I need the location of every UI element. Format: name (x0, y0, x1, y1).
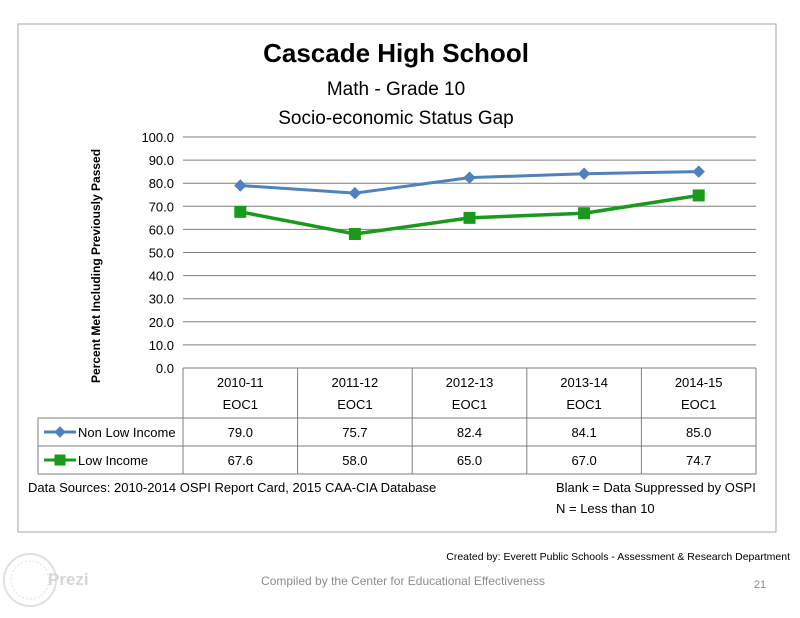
table-cell-value: 75.7 (342, 425, 367, 440)
data-point (348, 186, 362, 200)
x-tick-label: 2012-13 (446, 375, 494, 390)
chart-subtitle-subject: Math - Grade 10 (327, 79, 465, 100)
y-tick-label: 20.0 (149, 315, 174, 330)
x-tick-label: 2011-12 (332, 375, 379, 390)
chart-subtitle-gap: Socio-economic Status Gap (278, 108, 514, 129)
data-point (692, 189, 705, 202)
prezi-ring-icon (3, 553, 57, 607)
data-sources-note: Data Sources: 2010-2014 OSPI Report Card… (28, 480, 436, 495)
x-tick-sublabel: EOC1 (337, 397, 372, 412)
data-point (692, 165, 705, 178)
legend-marker (54, 454, 66, 466)
table-cell-value: 58.0 (342, 453, 367, 468)
x-tick-label: 2014-15 (675, 375, 723, 390)
y-tick-label: 30.0 (149, 292, 174, 307)
table-cell-value: 84.1 (571, 425, 596, 440)
series-lines (234, 165, 705, 241)
prezi-wordmark: Prezi (48, 570, 89, 589)
chart-title: Cascade High School (263, 38, 529, 68)
data-point (234, 179, 247, 192)
prezi-inner-ring-icon (10, 560, 50, 600)
y-tick-label: 60.0 (149, 222, 174, 237)
y-tick-label: 90.0 (149, 153, 174, 168)
data-point (463, 211, 476, 224)
data-point (577, 167, 591, 180)
data-table: 2010-11 EOC1 2011-12 EOC1 2012-13 EOC1 2013-14… (37, 367, 757, 475)
y-tick-label: 10.0 (149, 338, 174, 353)
data-point (348, 228, 361, 241)
x-tick-sublabel: EOC1 (452, 397, 487, 412)
x-tick-sublabel: EOC1 (566, 397, 601, 412)
small-n-note: N = Less than 10 (556, 501, 655, 516)
x-tick-sublabel: EOC1 (223, 397, 258, 412)
y-tick-label: 0.0 (156, 361, 174, 376)
legend-label: Non Low Income (78, 425, 176, 440)
created-by-credit: Created by: Everett Public Schools - Ass… (446, 551, 790, 563)
x-tick-sublabel: EOC1 (681, 397, 716, 412)
chart-frame (17, 23, 777, 533)
suppressed-note: Blank = Data Suppressed by OSPI (556, 480, 756, 495)
x-tick-label: 2010-11 (217, 375, 264, 390)
legend-marker (54, 426, 66, 438)
table-cell-value: 79.0 (228, 425, 253, 440)
table-cell-value: 74.7 (686, 453, 711, 468)
legend-label: Low Income (78, 453, 148, 468)
y-tick-label: 100.0 (141, 130, 174, 145)
y-tick-labels: 0.0 10.0 20.0 30.0 40.0 50.0 60.0 70.0 80.0 90.0 1… (141, 130, 174, 376)
y-tick-label: 50.0 (149, 246, 174, 261)
table-cell-value: 82.4 (457, 425, 482, 440)
y-tick-label: 80.0 (149, 176, 174, 191)
table-cell-value: 65.0 (457, 453, 482, 468)
y-tick-label: 70.0 (149, 199, 174, 214)
y-axis-label: Percent Met Including Previously Passed (89, 149, 103, 383)
table-cell-value: 67.0 (571, 453, 596, 468)
data-point (578, 207, 591, 220)
data-point (463, 171, 476, 184)
page-number: 21 (754, 579, 766, 591)
data-point (234, 205, 247, 218)
table-cell-value: 67.6 (228, 453, 253, 468)
x-tick-label: 2013-14 (560, 375, 608, 390)
compiled-by-credit: Compiled by the Center for Educational E… (261, 574, 545, 588)
prezi-logo: Prezi (3, 553, 89, 607)
y-tick-label: 40.0 (149, 269, 174, 284)
table-cell-value: 85.0 (686, 425, 711, 440)
